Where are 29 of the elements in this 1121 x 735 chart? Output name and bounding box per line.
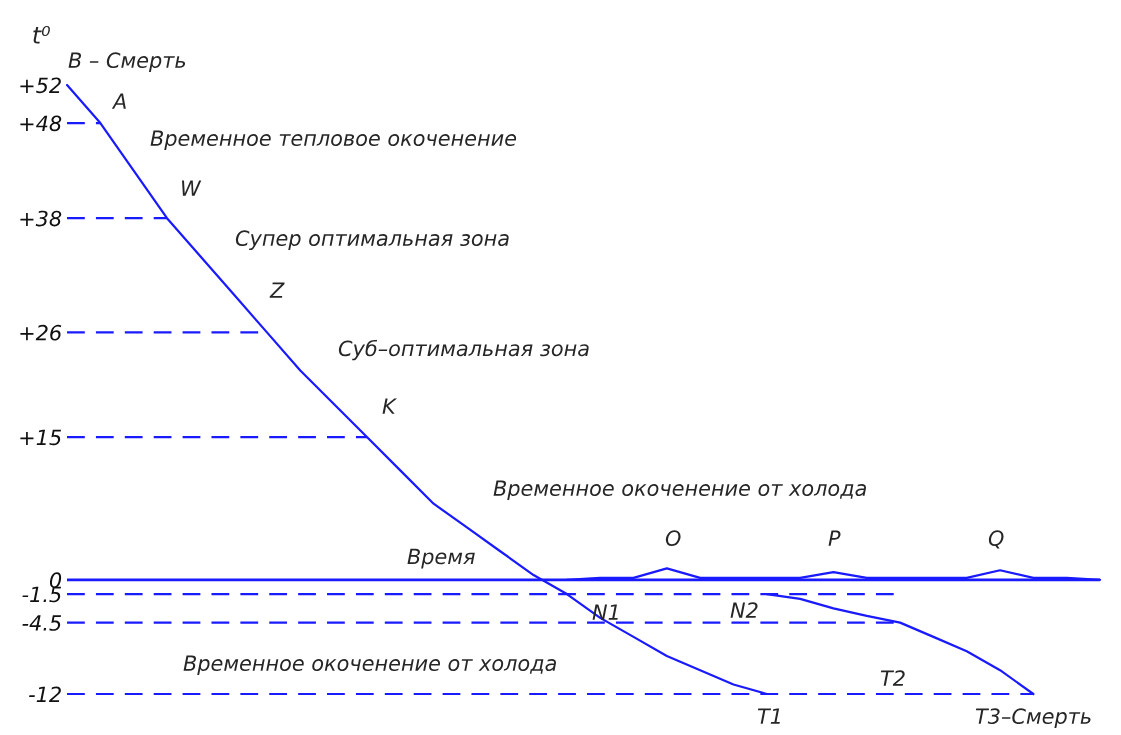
- annotation: Супер оптимальная зона: [235, 230, 509, 251]
- y-axis-title: t⁰: [33, 25, 50, 44]
- y-tick-label: -1.5: [22, 586, 62, 603]
- y-tick-label: -12: [29, 686, 61, 702]
- annotation: O: [665, 530, 681, 547]
- annotation: Q: [988, 530, 1004, 549]
- annotation: N2: [730, 602, 758, 618]
- y-tick-label: -4.5: [22, 615, 62, 631]
- y-tick-label: +48: [20, 115, 62, 132]
- y-tick-label: 0: [49, 572, 62, 589]
- ref-line-label: Время: [407, 548, 475, 569]
- annotation: W: [182, 180, 202, 196]
- y-tick-label: +52: [20, 77, 61, 94]
- y-tick-label: +26: [20, 324, 62, 341]
- text: T1: [757, 708, 780, 724]
- y-tick-label: +15: [20, 429, 62, 446]
- annotation: T2: [880, 670, 905, 686]
- annotation: K: [382, 398, 398, 414]
- annotation: Z: [269, 282, 285, 298]
- text: B – Смерть: [68, 52, 186, 73]
- annotation: Временное окоченение от холода: [183, 655, 556, 676]
- annotation: A: [111, 93, 126, 109]
- y-tick-label: +38: [20, 210, 62, 227]
- annotation: P: [828, 530, 841, 546]
- annotation: N1: [592, 604, 618, 620]
- text: T3–Смерть: [975, 708, 1091, 729]
- annotation: Суб–оптимальная зона: [338, 339, 589, 361]
- annotation: Временное окоченение от холода: [493, 480, 866, 501]
- annotation: Временное тепловое окоченение: [150, 130, 517, 151]
